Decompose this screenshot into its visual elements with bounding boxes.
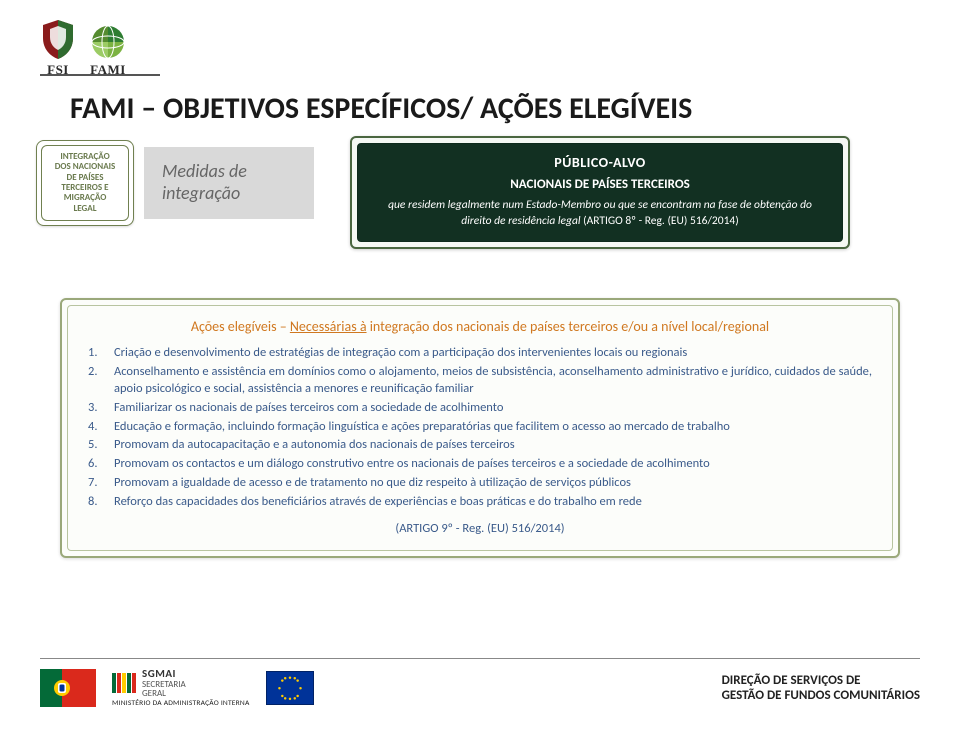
eu-flag-icon — [266, 671, 314, 705]
actions-item: Educação e formação, incluindo formação … — [88, 419, 872, 436]
logo-underline — [40, 74, 160, 76]
actions-item: Promovam os contactos e um diálogo const… — [88, 456, 872, 473]
footer-right-line: GESTÃO DE FUNDOS COMUNITÁRIOS — [722, 688, 920, 704]
actions-ref: (ARTIGO 9º - Reg. (EU) 516/2014) — [88, 521, 872, 536]
greybox-line: Medidas de — [162, 161, 296, 183]
logo-fami: FAMI — [90, 24, 126, 78]
grey-box: Medidas de integração — [144, 147, 314, 218]
slide: FSI FAMI FAMI – OBJETIVOS ESPECÍFICOS/ A… — [0, 0, 960, 744]
publico-alvo-panel: PÚBLICO-ALVO NACIONAIS DE PAÍSES TERCEIR… — [350, 136, 850, 249]
badge: INTEGRAÇÃO DOS NACIONAIS DE PAÍSES TERCE… — [36, 140, 134, 226]
greybox-line: integração — [162, 183, 296, 205]
top-logos: FSI FAMI — [40, 18, 126, 78]
actions-box: Ações elegíveis – Necessárias à integraç… — [60, 298, 900, 558]
footer-right-line: DIREÇÃO DE SERVIÇOS DE — [722, 673, 920, 689]
actions-item: Promovam a igualdade de acesso e de trat… — [88, 475, 872, 492]
panel-heading: PÚBLICO-ALVO — [372, 154, 828, 171]
sgmai-line: GERAL — [142, 689, 186, 698]
sgmai-block: SGMAI SECRETARIA GERAL MINISTÉRIO DA ADM… — [112, 668, 250, 708]
actions-item: Criação e desenvolvimento de estratégias… — [88, 345, 872, 362]
panel-ref: (ARTIGO 8º - Reg. (EU) 516/2014) — [583, 214, 739, 228]
actions-title: Ações elegíveis – Necessárias à integraç… — [88, 318, 872, 335]
sgmai-bars-icon — [112, 673, 136, 693]
actions-title-a: Ações elegíveis – — [191, 318, 290, 335]
left-stack: INTEGRAÇÃO DOS NACIONAIS DE PAÍSES TERCE… — [36, 140, 314, 226]
actions-title-c: integração dos nacionais de países terce… — [367, 318, 770, 335]
footer-divider — [40, 658, 920, 659]
portugal-flag-icon — [40, 669, 96, 707]
panel-subheading: NACIONAIS DE PAÍSES TERCEIROS — [372, 177, 828, 192]
badge-line: LEGAL — [46, 204, 124, 214]
actions-item: Promovam da autocapacitação e a autonomi… — [88, 437, 872, 454]
sgmai-sub: MINISTÉRIO DA ADMINISTRAÇÃO INTERNA — [112, 700, 250, 708]
logo-fsi: FSI — [40, 18, 76, 78]
sgmai-line: SGMAI — [142, 668, 186, 680]
actions-item: Reforço das capacidades dos beneficiário… — [88, 494, 872, 511]
footer-right: DIREÇÃO DE SERVIÇOS DE GESTÃO DE FUNDOS … — [722, 673, 920, 704]
footer: SGMAI SECRETARIA GERAL MINISTÉRIO DA ADM… — [40, 668, 920, 708]
actions-title-b: Necessárias à — [290, 318, 367, 335]
actions-list: Criação e desenvolvimento de estratégias… — [88, 345, 872, 511]
shield-icon — [40, 18, 76, 60]
globe-icon — [90, 24, 126, 60]
badge-inner: INTEGRAÇÃO DOS NACIONAIS DE PAÍSES TERCE… — [41, 145, 129, 221]
page-title: FAMI – OBJETIVOS ESPECÍFICOS/ AÇÕES ELEG… — [70, 90, 692, 127]
actions-item: Familiarizar os nacionais de países terc… — [88, 400, 872, 417]
actions-item: Aconselhamento e assistência em domínios… — [88, 364, 872, 398]
